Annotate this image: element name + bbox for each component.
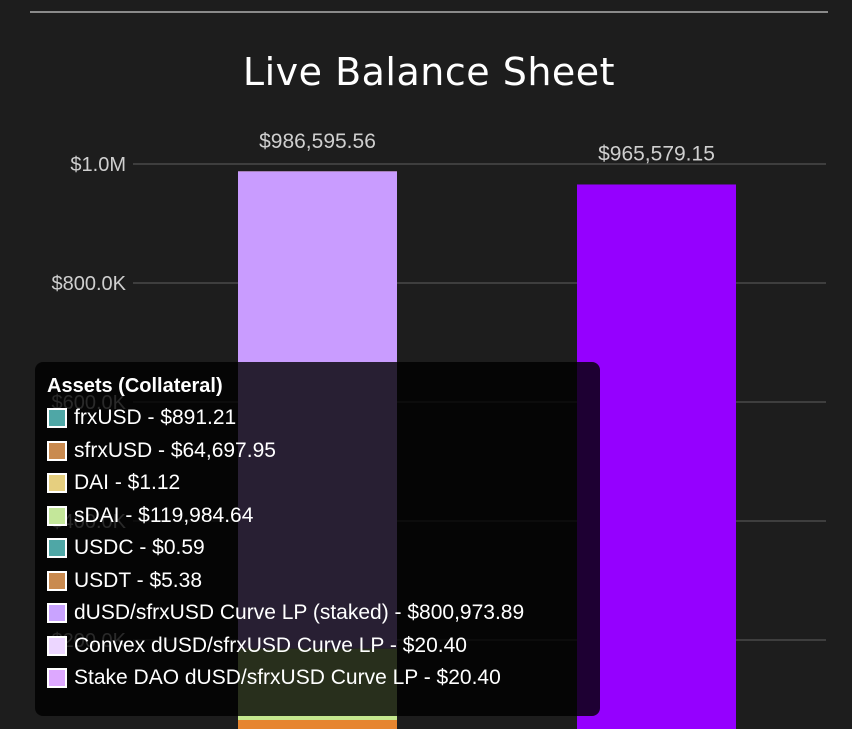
y-tick-label: $1.0M [70, 154, 126, 176]
tooltip-swatch [47, 603, 67, 624]
y-tick-label: $800.0K [51, 273, 126, 295]
tooltip-item: sfrxUSD - $64,697.95 [47, 435, 588, 468]
tooltip-swatch [47, 473, 67, 494]
tooltip-swatch [47, 505, 67, 526]
tooltip-title: Assets (Collateral) [47, 375, 223, 397]
tooltip-item: DAI - $1.12 [47, 467, 588, 500]
tooltip-item: Stake DAO dUSD/sfrxUSD Curve LP - $20.40 [47, 662, 588, 695]
bar-segment[interactable] [238, 171, 397, 172]
tooltip-item-label: Convex dUSD/sfrxUSD Curve LP - $20.40 [74, 633, 467, 657]
tooltip-swatch [47, 668, 67, 689]
tooltip-item-label: USDC - $0.59 [74, 536, 205, 560]
tooltip-swatch [47, 538, 67, 559]
tooltip-item-label: sfrxUSD - $64,697.95 [74, 438, 276, 462]
tooltip-item-label: DAI - $1.12 [74, 471, 181, 495]
top-divider [30, 11, 828, 13]
tooltip-item: dUSD/sfrxUSD Curve LP (staked) - $800,97… [47, 597, 588, 630]
tooltip-swatch [47, 440, 67, 461]
tooltip-item: sDAI - $119,984.64 [47, 500, 588, 533]
tooltip-swatch [47, 408, 67, 429]
tooltip-item: Convex dUSD/sfrxUSD Curve LP - $20.40 [47, 630, 588, 663]
chart-title: Live Balance Sheet [242, 50, 616, 94]
tooltip-item: USDT - $5.38 [47, 565, 588, 598]
tooltip-item: USDC - $0.59 [47, 532, 588, 565]
bar-total-label: $965,579.15 [598, 142, 715, 165]
bar-segment[interactable] [238, 719, 397, 729]
tooltip-item-label: Stake DAO dUSD/sfrxUSD Curve LP - $20.40 [74, 666, 501, 690]
tooltip-swatch [47, 570, 67, 591]
tooltip-item-label: frxUSD - $891.21 [74, 406, 237, 430]
bar-segment[interactable] [577, 184, 736, 729]
tooltip-swatch [47, 635, 67, 656]
tooltip-item: frxUSD - $891.21 [47, 402, 588, 435]
tooltip-item-label: USDT - $5.38 [74, 568, 202, 592]
chart-tooltip: Assets (Collateral) frxUSD - $891.21 sfrx… [35, 362, 600, 716]
tooltip-item-label: sDAI - $119,984.64 [74, 503, 254, 527]
bar-total-label: $986,595.56 [259, 130, 376, 153]
tooltip-item-label: dUSD/sfrxUSD Curve LP (staked) - $800,97… [74, 601, 525, 625]
